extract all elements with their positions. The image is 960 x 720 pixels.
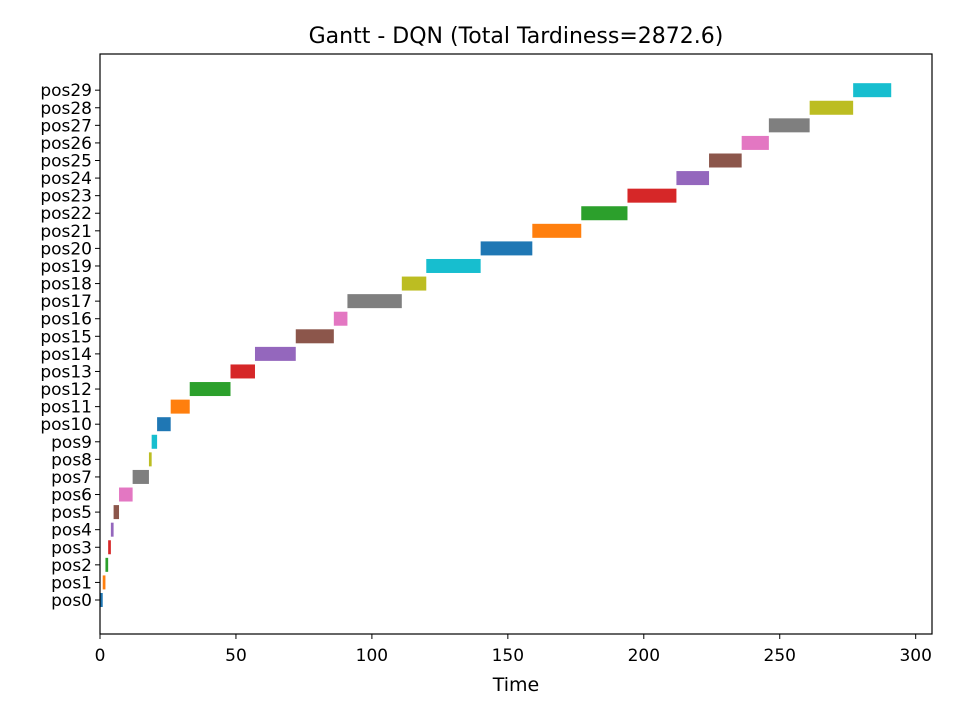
bar-pos13 bbox=[230, 364, 255, 379]
bar-pos28 bbox=[809, 100, 854, 115]
bar-pos9 bbox=[151, 434, 158, 449]
y-tick-label-pos23: pos23 bbox=[40, 187, 92, 207]
bar-pos4 bbox=[110, 522, 114, 537]
bar-pos7 bbox=[132, 469, 149, 484]
bar-pos16 bbox=[333, 311, 348, 326]
y-tick-label-pos14: pos14 bbox=[40, 345, 92, 365]
bar-pos27 bbox=[768, 118, 810, 133]
x-tick-label-50: 50 bbox=[225, 646, 247, 666]
y-tick-label-pos6: pos6 bbox=[51, 486, 92, 506]
bar-pos5 bbox=[113, 505, 120, 520]
y-tick-label-pos5: pos5 bbox=[51, 503, 92, 523]
bar-pos18 bbox=[401, 276, 427, 291]
bar-pos21 bbox=[532, 223, 582, 238]
y-tick-label-pos17: pos17 bbox=[40, 292, 92, 312]
y-tick-label-pos26: pos26 bbox=[40, 134, 92, 154]
y-tick-label-pos21: pos21 bbox=[40, 222, 92, 242]
y-tick-label-pos10: pos10 bbox=[40, 415, 92, 435]
bar-pos24 bbox=[676, 171, 710, 186]
bar-pos29 bbox=[853, 83, 892, 98]
y-tick-label-pos12: pos12 bbox=[40, 380, 92, 400]
y-tick-label-pos3: pos3 bbox=[51, 538, 92, 558]
bar-pos20 bbox=[480, 241, 533, 256]
bar-pos22 bbox=[581, 206, 628, 221]
y-tick-label-pos28: pos28 bbox=[40, 99, 92, 119]
y-tick-label-pos16: pos16 bbox=[40, 310, 92, 330]
y-tick-label-pos11: pos11 bbox=[40, 398, 92, 418]
plot-frame bbox=[99, 53, 933, 635]
bar-pos17 bbox=[347, 294, 402, 309]
bars-group bbox=[100, 83, 892, 607]
bar-pos3 bbox=[108, 540, 111, 555]
chart-title: Gantt - DQN (Total Tardiness=2872.6) bbox=[309, 24, 724, 49]
bar-pos8 bbox=[148, 452, 152, 467]
bar-pos6 bbox=[119, 487, 133, 502]
y-tick-label-pos18: pos18 bbox=[40, 275, 92, 295]
bar-pos12 bbox=[189, 382, 231, 397]
bar-pos19 bbox=[426, 258, 481, 273]
y-tick-label-pos27: pos27 bbox=[40, 116, 92, 136]
y-tick-label-pos4: pos4 bbox=[51, 521, 92, 541]
y-tick-label-pos0: pos0 bbox=[51, 591, 92, 611]
bar-pos26 bbox=[741, 135, 769, 150]
x-tick-label-200: 200 bbox=[628, 646, 660, 666]
bar-pos25 bbox=[709, 153, 742, 168]
bar-pos15 bbox=[295, 329, 334, 344]
y-tick-label-pos24: pos24 bbox=[40, 169, 92, 189]
y-tick-label-pos15: pos15 bbox=[40, 327, 92, 347]
x-axis-ticks: 0 50 100 150 200 250 300 bbox=[95, 634, 932, 666]
y-tick-label-pos13: pos13 bbox=[40, 362, 92, 382]
y-tick-label-pos25: pos25 bbox=[40, 152, 92, 172]
x-tick-label-250: 250 bbox=[764, 646, 796, 666]
bar-pos2 bbox=[105, 557, 109, 572]
y-tick-label-pos1: pos1 bbox=[51, 573, 92, 593]
bar-pos0 bbox=[100, 593, 103, 607]
y-tick-label-pos29: pos29 bbox=[40, 81, 92, 101]
y-tick-label-pos7: pos7 bbox=[51, 468, 92, 488]
bar-pos14 bbox=[254, 346, 296, 361]
x-tick-label-100: 100 bbox=[356, 646, 388, 666]
bar-pos11 bbox=[170, 399, 190, 414]
x-tick-label-0: 0 bbox=[95, 646, 106, 666]
x-tick-label-300: 300 bbox=[899, 646, 931, 666]
y-axis-ticks: pos0pos1pos2pos3pos4pos5pos6pos7pos8pos9… bbox=[40, 81, 100, 611]
bar-pos1 bbox=[102, 575, 106, 590]
y-tick-label-pos22: pos22 bbox=[40, 204, 92, 224]
y-tick-label-pos9: pos9 bbox=[51, 433, 92, 453]
y-tick-label-pos2: pos2 bbox=[51, 556, 92, 576]
y-tick-label-pos8: pos8 bbox=[51, 450, 92, 470]
x-tick-label-150: 150 bbox=[492, 646, 524, 666]
bar-pos23 bbox=[627, 188, 677, 203]
bar-pos10 bbox=[157, 417, 171, 432]
x-axis-label: Time bbox=[492, 674, 540, 696]
y-tick-label-pos19: pos19 bbox=[40, 257, 92, 277]
y-tick-label-pos20: pos20 bbox=[40, 239, 92, 259]
